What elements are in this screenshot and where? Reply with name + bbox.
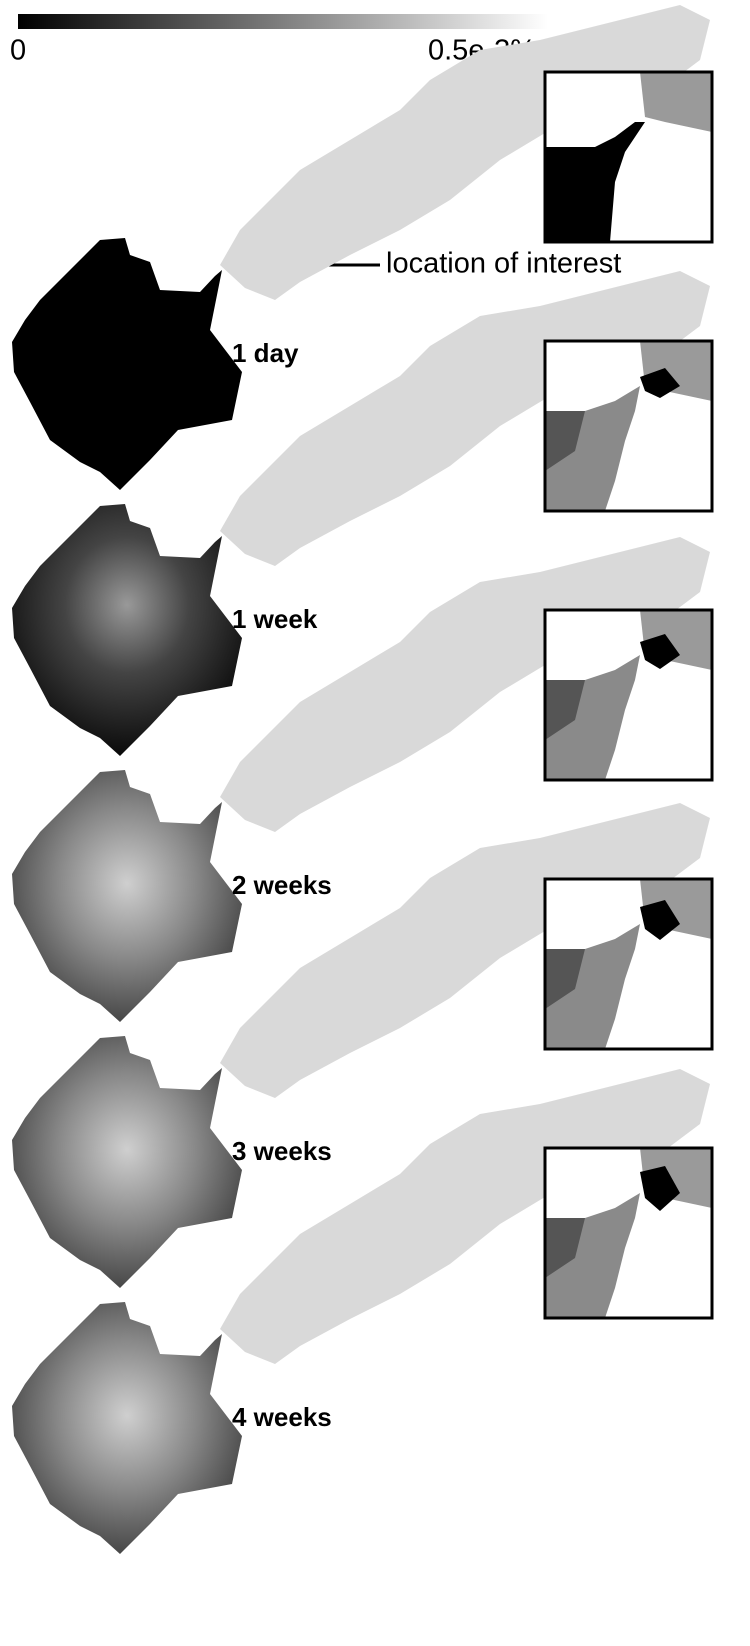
figure: 0 0.5e-3% location of interest 1 day1 we… [0,0,750,1646]
watershed [12,770,242,1022]
watershed [12,1036,242,1288]
inset [545,341,712,511]
panel-label: 3 weeks [232,1136,332,1166]
colorbar-min: 0 [10,35,26,67]
colorbar [18,14,548,29]
inset [545,610,712,780]
inset [545,1148,712,1318]
inset [545,72,712,242]
annotation: location of interest [386,248,621,280]
watershed [12,504,242,756]
panels: 1 day 1 week 2 weeks 3 weeks 4 weeks [12,5,712,1554]
panel-label: 1 week [232,604,318,634]
panel-label: 4 weeks [232,1402,332,1432]
panel-label: 2 weeks [232,870,332,900]
watershed [12,238,242,490]
watershed [12,1302,242,1554]
panel-label: 1 day [232,338,299,368]
inset [545,879,712,1049]
